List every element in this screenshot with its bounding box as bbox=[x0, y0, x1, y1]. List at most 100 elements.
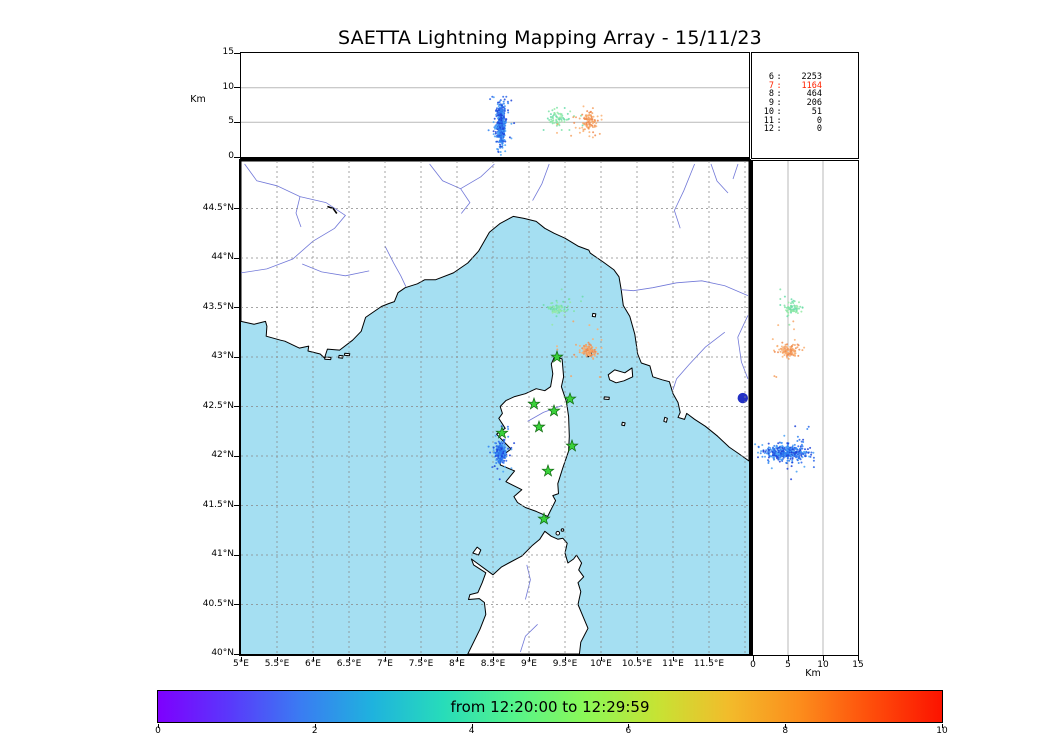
source-point bbox=[502, 470, 505, 473]
source-count: 0 bbox=[816, 115, 822, 126]
source-point bbox=[492, 451, 495, 454]
source-point bbox=[800, 443, 803, 446]
source-point bbox=[598, 132, 601, 135]
source-point bbox=[793, 306, 796, 309]
source-point bbox=[789, 345, 792, 348]
source-point bbox=[503, 105, 506, 108]
source-point bbox=[504, 130, 507, 132]
source-point bbox=[560, 119, 563, 122]
source-point bbox=[584, 114, 587, 117]
source-point bbox=[495, 113, 498, 116]
source-point bbox=[785, 446, 788, 449]
source-point bbox=[781, 451, 784, 454]
source-point bbox=[783, 434, 786, 437]
source-point bbox=[507, 428, 510, 430]
river bbox=[384, 245, 407, 287]
source-point bbox=[560, 288, 563, 291]
source-point bbox=[788, 323, 791, 326]
source-point bbox=[786, 442, 789, 445]
source-point bbox=[551, 311, 554, 314]
lake-bolsena bbox=[737, 392, 748, 404]
source-point bbox=[789, 457, 792, 460]
source-point bbox=[798, 348, 801, 351]
source-point bbox=[593, 124, 596, 127]
source-point bbox=[505, 95, 508, 98]
source-point bbox=[781, 349, 784, 352]
source-point bbox=[578, 351, 581, 354]
source-point bbox=[575, 116, 577, 119]
source-point bbox=[807, 425, 810, 428]
source-point bbox=[776, 456, 779, 458]
source-point bbox=[778, 348, 781, 351]
source-point bbox=[591, 122, 594, 125]
giglio-island bbox=[663, 416, 668, 423]
source-point bbox=[761, 444, 764, 446]
source-point bbox=[500, 450, 502, 453]
source-point bbox=[800, 451, 803, 454]
source-point bbox=[781, 355, 784, 358]
source-point bbox=[553, 307, 556, 310]
source-point bbox=[501, 146, 504, 149]
source-point bbox=[507, 109, 509, 112]
source-point bbox=[596, 352, 599, 355]
source-point bbox=[563, 308, 566, 311]
source-point bbox=[803, 465, 806, 468]
source-point bbox=[798, 301, 800, 304]
source-point bbox=[549, 308, 552, 311]
source-point bbox=[508, 454, 511, 457]
source-point bbox=[569, 301, 572, 304]
source-point bbox=[492, 121, 495, 124]
source-point bbox=[797, 452, 800, 455]
source-point bbox=[600, 118, 603, 121]
station-statistics-list: 6: 2253 7: 1164 8: 464 9: 206 10: 51 11: 0 12: 0 bbox=[758, 73, 822, 134]
map-lon-tick-label: 8°E bbox=[449, 659, 465, 669]
map-lon-tick-label: 9.5°E bbox=[552, 659, 578, 669]
lma-station-star bbox=[547, 403, 561, 417]
source-point bbox=[578, 127, 581, 130]
source-point bbox=[497, 150, 500, 153]
levant-island bbox=[343, 352, 351, 357]
source-point bbox=[581, 295, 584, 298]
source-point bbox=[553, 112, 556, 114]
source-point bbox=[551, 310, 554, 312]
source-point bbox=[500, 444, 503, 447]
source-point bbox=[780, 442, 783, 444]
right-axis-tick bbox=[823, 656, 824, 661]
map-lon-tick-label: 9°E bbox=[521, 659, 537, 669]
source-point bbox=[803, 451, 806, 453]
map-lon-tick bbox=[349, 657, 350, 661]
source-point bbox=[580, 300, 582, 303]
source-point bbox=[558, 308, 561, 311]
source-point bbox=[494, 131, 497, 133]
source-point bbox=[559, 304, 562, 307]
map-lat-tick-label: 44.5°N bbox=[202, 202, 234, 213]
source-point bbox=[503, 133, 506, 135]
map-lon-tick-label: 11°E bbox=[662, 659, 684, 669]
right-panel-gridlines bbox=[787, 161, 824, 655]
source-point bbox=[802, 441, 805, 443]
source-point bbox=[510, 99, 513, 102]
river bbox=[673, 163, 695, 229]
source-point bbox=[496, 110, 499, 113]
source-point bbox=[499, 143, 501, 146]
source-point bbox=[775, 444, 778, 447]
source-point bbox=[507, 111, 510, 114]
map-lat-tick bbox=[234, 554, 240, 556]
source-point bbox=[500, 128, 503, 131]
source-point bbox=[573, 353, 576, 356]
source-point bbox=[506, 425, 509, 428]
station-count-row: 11: 0 bbox=[758, 115, 822, 126]
source-point bbox=[796, 346, 799, 349]
source-point bbox=[499, 462, 501, 464]
top-axis-tick bbox=[234, 52, 240, 54]
map-lon-tick bbox=[673, 657, 674, 661]
source-point bbox=[793, 443, 796, 446]
pianosa-island bbox=[603, 396, 610, 400]
source-point bbox=[591, 120, 594, 123]
source-point bbox=[777, 442, 780, 445]
source-point bbox=[498, 100, 501, 103]
map-lat-tick-label: 43°N bbox=[211, 351, 234, 361]
colorbar-tick-label: 8 bbox=[782, 726, 789, 736]
source-point bbox=[766, 452, 768, 455]
source-point bbox=[487, 445, 490, 448]
